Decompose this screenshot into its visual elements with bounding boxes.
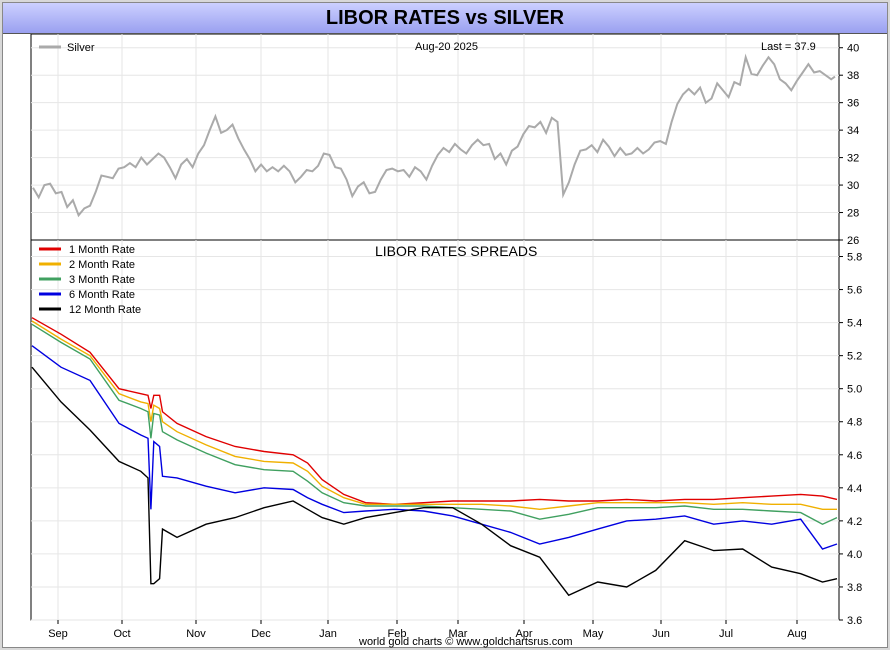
libor-y-tick-label: 4.0	[847, 549, 862, 561]
libor-series-line	[31, 323, 838, 525]
libor-y-tick-label: 4.2	[847, 516, 862, 528]
libor-y-tick-label: 5.2	[847, 351, 862, 363]
libor-title: LIBOR RATES SPREADS	[375, 243, 537, 259]
x-tick-label: Jun	[652, 628, 670, 640]
silver-y-tick-label: 38	[847, 70, 859, 82]
x-axis: Sep Oct Nov Dec Jan Feb Mar Apr May Jun Jul Aug	[48, 620, 807, 640]
silver-y-tick-label: 34	[847, 125, 859, 137]
libor-plot-area	[30, 239, 840, 621]
silver-date-label: Aug-20 2025	[415, 41, 478, 53]
libor-y-tick-label: 4.8	[847, 417, 862, 429]
libor-y-tick-label: 4.6	[847, 450, 862, 462]
silver-y-tick-label: 32	[847, 153, 859, 165]
silver-last-label: Last = 37.9	[761, 41, 816, 53]
silver-y-tick-label: 28	[847, 208, 859, 220]
libor-y-axis: 5.8 5.6 5.4 5.2 5.0 4.8 4.6 4.4 4.2 4.0 3.8 3.6	[839, 252, 862, 627]
libor-legend-label: 1 Month Rate	[69, 244, 135, 256]
chart-canvas: 40 38 36 34 32 30 28 26 Silver Aug-20 2025 Last…	[30, 34, 862, 648]
silver-line	[32, 53, 836, 218]
libor-grid	[31, 240, 839, 621]
x-tick-label: Jan	[319, 628, 337, 640]
libor-series-line	[31, 320, 837, 511]
x-tick-label: Nov	[186, 628, 206, 640]
libor-legend-label: 6 Month Rate	[69, 289, 135, 301]
x-tick-label: Oct	[113, 628, 130, 640]
libor-series-line	[31, 345, 838, 550]
libor-legend-label: 3 Month Rate	[69, 274, 135, 286]
silver-legend-label: Silver	[67, 42, 95, 54]
footer-credit: world gold charts © www.goldchartsrus.co…	[358, 636, 573, 648]
libor-y-tick-label: 3.8	[847, 582, 862, 594]
silver-y-tick-label: 30	[847, 180, 859, 192]
x-tick-label: Mar	[449, 628, 468, 640]
x-tick-label: Feb	[388, 628, 407, 640]
x-tick-label: Sep	[48, 628, 68, 640]
libor-y-tick-label: 5.4	[847, 318, 862, 330]
libor-y-tick-label: 5.0	[847, 384, 862, 396]
libor-lines	[31, 317, 838, 597]
silver-y-tick-label: 40	[847, 43, 859, 55]
x-tick-label: Dec	[251, 628, 271, 640]
libor-legend-label: 12 Month Rate	[69, 304, 141, 316]
chart-title: LIBOR RATES vs SILVER	[3, 3, 887, 34]
x-tick-label: May	[583, 628, 604, 640]
libor-legend-label: 2 Month Rate	[69, 259, 135, 271]
libor-y-tick-label: 5.8	[847, 252, 862, 264]
silver-grid	[31, 34, 839, 241]
silver-y-axis: 40 38 36 34 32 30 28 26	[839, 43, 859, 247]
libor-legend: 1 Month Rate 2 Month Rate 3 Month Rate 6 Mo…	[39, 244, 141, 316]
libor-y-tick-label: 3.6	[847, 615, 862, 627]
silver-y-tick-label: 26	[847, 235, 859, 247]
x-tick-label: Apr	[515, 628, 532, 640]
silver-y-tick-label: 36	[847, 98, 859, 110]
libor-series-line	[31, 317, 838, 506]
x-tick-label: Aug	[787, 628, 807, 640]
libor-y-tick-label: 5.6	[847, 285, 862, 297]
silver-plot-area	[30, 34, 840, 241]
libor-series-line	[31, 366, 838, 597]
libor-y-tick-label: 4.4	[847, 483, 862, 495]
x-tick-label: Jul	[719, 628, 733, 640]
